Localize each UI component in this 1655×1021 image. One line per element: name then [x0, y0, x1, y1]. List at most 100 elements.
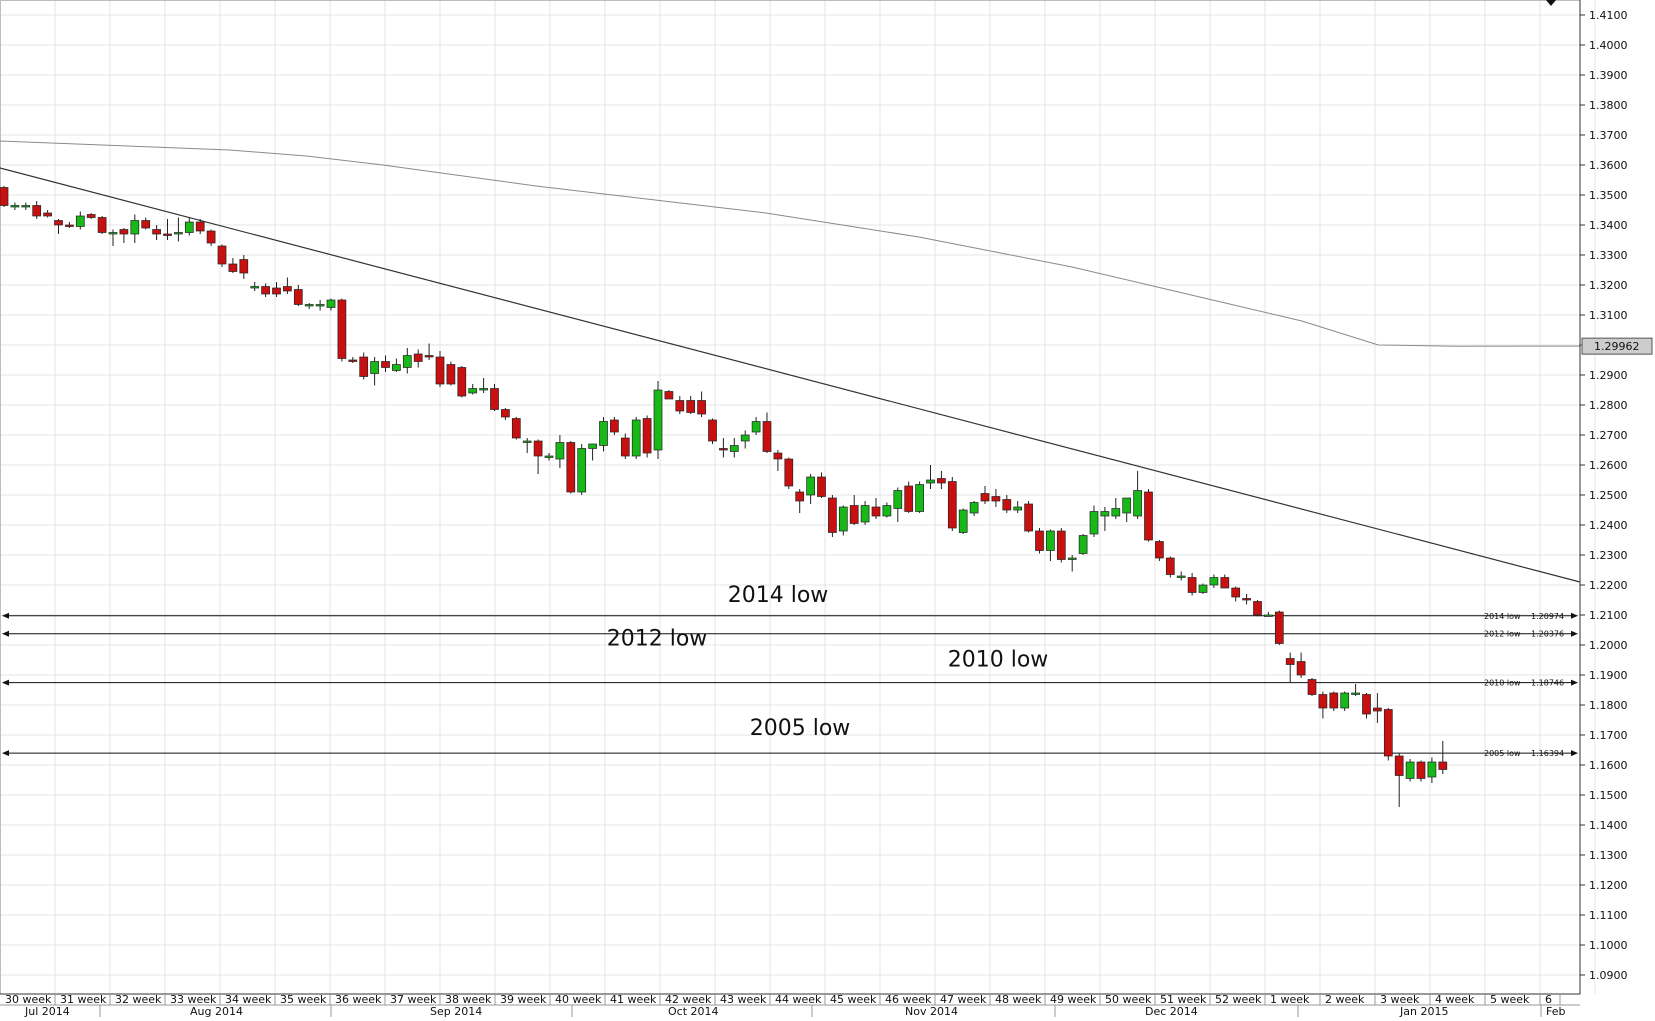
- candle-body: [1383, 709, 1393, 757]
- candle-body: [86, 214, 96, 218]
- candle-body: [1405, 761, 1415, 779]
- candle-body: [533, 440, 543, 457]
- week-label: 2 week: [1325, 993, 1365, 1006]
- moving-average-layer: [0, 140, 1581, 347]
- candle-body: [926, 479, 935, 484]
- y-tick-label: 1.1800: [1589, 699, 1628, 712]
- y-tick-label: 1.3500: [1589, 189, 1628, 202]
- candle-body: [1122, 497, 1132, 514]
- candle-body: [206, 230, 216, 244]
- y-tick-label: 1.2000: [1589, 639, 1628, 652]
- candle-body: [1035, 530, 1044, 551]
- candle-body: [1176, 575, 1186, 578]
- candle-body: [937, 478, 946, 484]
- y-tick-label: 1.4000: [1589, 39, 1628, 52]
- y-tick-label: 1.3900: [1589, 69, 1628, 82]
- week-label: 45 week: [830, 993, 877, 1006]
- candle-body: [522, 440, 532, 443]
- candle-body: [991, 496, 1001, 502]
- y-tick-label: 1.1900: [1589, 669, 1628, 682]
- candle-body: [119, 229, 129, 235]
- candle-body: [10, 205, 20, 208]
- candle-body: [293, 289, 303, 305]
- level-small-label: 2010 low: [1484, 679, 1521, 688]
- week-label: 50 week: [1105, 993, 1152, 1006]
- candle-body: [1394, 755, 1404, 776]
- candle-body: [359, 356, 369, 377]
- candle-body: [1198, 584, 1208, 593]
- week-label: 49 week: [1050, 993, 1097, 1006]
- candle-body: [708, 419, 717, 442]
- candles-layer: [0, 186, 1448, 807]
- candle-body: [1285, 658, 1295, 665]
- candle-body: [664, 391, 674, 400]
- candle-body: [751, 421, 761, 433]
- candle-body: [43, 212, 52, 217]
- level-arrow-left: [2, 679, 9, 686]
- y-tick-label: 1.2300: [1589, 549, 1628, 562]
- y-tick-label: 1.2100: [1589, 609, 1628, 622]
- y-tick-label: 1.3100: [1589, 309, 1628, 322]
- week-label: 5 week: [1490, 993, 1530, 1006]
- week-label: 41 week: [610, 993, 657, 1006]
- current-price-label: 1.29962: [1594, 340, 1640, 353]
- y-tick-label: 1.3200: [1589, 279, 1628, 292]
- candle-body: [457, 367, 467, 397]
- candle-body: [1067, 557, 1077, 560]
- candle-body: [806, 476, 815, 496]
- candle-body: [32, 205, 42, 217]
- candle-body: [1274, 611, 1284, 644]
- candle-body: [980, 493, 990, 502]
- candle-body: [239, 259, 249, 274]
- candle-body: [141, 220, 151, 229]
- plot-border: [0, 0, 1581, 995]
- candle-body: [130, 220, 140, 235]
- candle-body: [871, 506, 881, 517]
- y-tick-label: 1.1100: [1589, 909, 1628, 922]
- y-tick-label: 1.2400: [1589, 519, 1628, 532]
- candle-body: [446, 364, 456, 385]
- candle-body: [1111, 508, 1121, 517]
- candle-body: [97, 217, 107, 233]
- month-label: Oct 2014: [668, 1005, 719, 1017]
- candle-body: [642, 418, 652, 454]
- candle-body: [315, 304, 325, 307]
- candle-body: [653, 389, 663, 451]
- level-arrow-left: [2, 750, 9, 757]
- y-tick-label: 1.1300: [1589, 849, 1628, 862]
- candle-body: [1351, 692, 1360, 695]
- candle-body: [860, 505, 870, 523]
- candle-body: [1340, 692, 1350, 709]
- candle-body: [490, 388, 499, 410]
- y-tick-label: 1.3800: [1589, 99, 1628, 112]
- level-small-value: 1.18746: [1531, 679, 1564, 688]
- candle-body: [555, 442, 565, 460]
- candle-body: [969, 502, 979, 514]
- candle-body: [544, 455, 554, 458]
- candle-body: [784, 458, 794, 487]
- candle-body: [719, 448, 728, 451]
- moving-average-line: [0, 140, 1581, 347]
- candle-body: [1427, 761, 1437, 778]
- candle-body: [1144, 491, 1153, 541]
- level-small-label: 2014 low: [1484, 612, 1521, 621]
- week-label: 44 week: [775, 993, 822, 1006]
- candle-body: [1187, 577, 1197, 593]
- level-annotation: 2012 low: [607, 627, 708, 652]
- y-tick-label: 1.2700: [1589, 429, 1628, 442]
- candle-body: [1013, 506, 1023, 511]
- candle-body: [337, 299, 347, 359]
- candle-body: [599, 421, 608, 446]
- y-tick-label: 1.1600: [1589, 759, 1628, 772]
- y-tick-label: 1.2900: [1589, 369, 1628, 382]
- candle-body: [631, 419, 641, 457]
- month-label: Dec 2014: [1145, 1005, 1198, 1017]
- candle-body: [511, 418, 521, 439]
- candle-body: [163, 233, 172, 236]
- candle-body: [283, 286, 292, 292]
- candle-body: [893, 490, 903, 509]
- candle-body: [1024, 503, 1033, 532]
- week-label: 40 week: [555, 993, 602, 1006]
